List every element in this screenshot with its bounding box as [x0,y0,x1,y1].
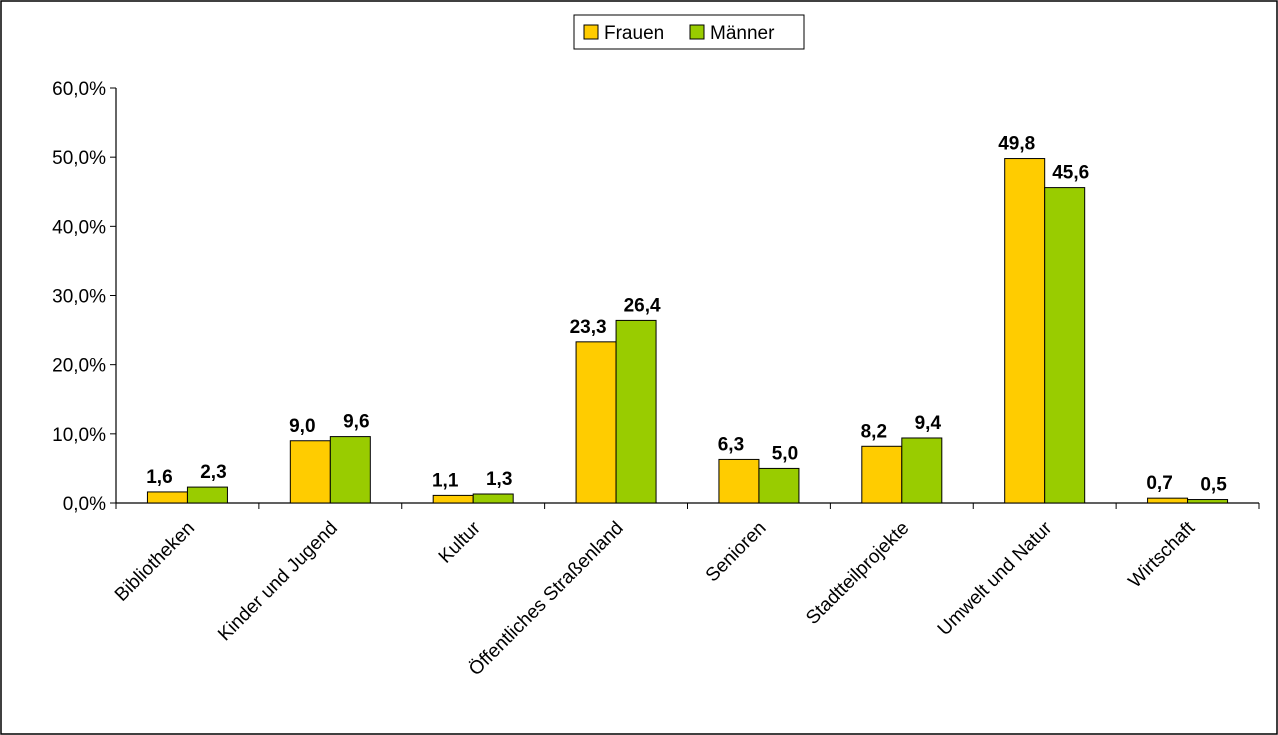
data-label: 5,0 [772,443,798,464]
y-tick-label: 10,0% [52,425,106,446]
data-label: 8,2 [861,421,887,442]
y-tick-label: 30,0% [52,287,106,308]
data-label: 0,7 [1146,473,1172,494]
bar-maenner [615,319,657,504]
data-label: 9,4 [915,413,942,434]
bar-frauen [432,494,474,504]
data-label: 2,3 [200,462,226,483]
y-tick-label: 40,0% [52,217,106,238]
bar-maenner [901,437,943,504]
bar-maenner [329,436,371,504]
bar-frauen [1004,158,1046,504]
bar-maenner [472,493,514,504]
legend-swatch [689,24,705,40]
data-label: 45,6 [1052,163,1089,184]
data-label: 6,3 [718,434,744,455]
bar-maenner [1187,499,1229,504]
data-label: 1,3 [486,469,512,490]
data-label: 9,0 [289,416,315,437]
y-tick-label: 0,0% [63,494,106,515]
bar-frauen [575,341,617,504]
legend-box [573,14,805,50]
bar-frauen [718,458,760,504]
legend-label: Männer [710,23,775,44]
y-tick-label: 50,0% [52,148,106,169]
data-label: 49,8 [998,134,1035,155]
bar-frauen [289,440,331,504]
y-tick-label: 20,0% [52,356,106,377]
bar-maenner [1044,187,1086,504]
bar-frauen [1147,497,1189,504]
bar-frauen [146,491,188,504]
legend-label: Frauen [604,23,664,44]
bar-maenner [758,467,800,504]
data-label: 1,6 [146,467,172,488]
data-label: 23,3 [570,317,607,338]
bar-frauen [861,445,903,504]
data-label: 1,1 [432,470,459,491]
y-tick-label: 60,0% [52,79,106,100]
data-label: 9,6 [343,412,369,433]
legend: Frauen Männer [573,14,805,50]
data-label: 0,5 [1200,475,1227,496]
data-label: 26,4 [624,295,661,316]
legend-swatch [583,24,599,40]
bar-maenner [186,486,228,504]
